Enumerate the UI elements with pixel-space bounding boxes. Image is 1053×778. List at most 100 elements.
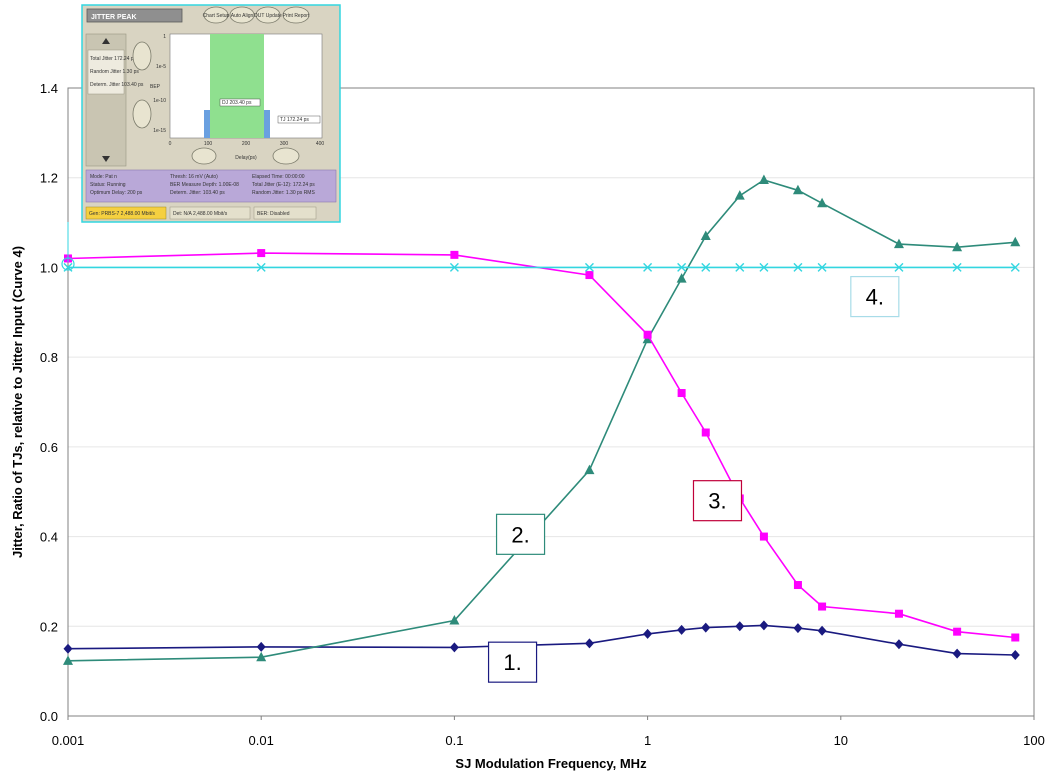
inset-x-tick-400: 400 <box>316 141 325 147</box>
inset-readout-total: Total Jitter 172.24 ps <box>90 56 137 62</box>
gridlines <box>68 177 1034 627</box>
y-axis-title: Jitter, Ratio of TJs, relative to Jitter… <box>10 246 25 558</box>
y-tick-label: 0.0 <box>40 709 58 724</box>
series-4-point <box>1010 262 1020 272</box>
series-1-point <box>793 623 803 634</box>
inset-readout-box <box>87 49 125 95</box>
series-4-point-stroke <box>1010 262 1020 272</box>
inset-readout-determ: Determ. Jitter 103.40 ps <box>90 82 144 88</box>
callout-box <box>850 275 900 318</box>
series-4-point-stroke <box>701 262 711 272</box>
series-4 <box>63 262 1020 272</box>
inset-play-button <box>191 147 217 165</box>
inset-x-tick-0: 0 <box>169 141 172 147</box>
series-2-line <box>67 179 1016 662</box>
inset-tab-ber-label: BER: Disabled <box>257 211 290 217</box>
series-4-point <box>63 262 73 272</box>
inset-title: JITTER PEAK <box>91 14 137 21</box>
series-2 <box>63 174 1021 665</box>
inset-up-arrow-icon <box>102 38 110 44</box>
inset-button-dut-update-label: DUT Update <box>254 13 282 19</box>
series-4-point-stroke <box>584 262 594 272</box>
inset-tab-det-label: Det: N/A 2,488.00 Mbit/s <box>173 211 228 217</box>
inset-button-print-report-label: Print Report <box>283 13 310 19</box>
callout-2: 2. <box>495 513 546 555</box>
inset-status-delay: Optimum Delay: 200 ps <box>90 190 143 196</box>
series-4-point <box>735 262 745 272</box>
series-3-point <box>585 271 594 280</box>
inset-status-panel <box>85 169 337 203</box>
series-4-point-stroke <box>952 262 962 272</box>
inset-tab-ber <box>253 206 317 220</box>
inset-eye-opening <box>210 34 264 138</box>
series-3-point <box>677 389 686 398</box>
inset-tab-det <box>169 206 251 220</box>
inset-buttons: Chart Setup Auto Align DUT Update Print … <box>203 6 310 24</box>
inset-left-edge <box>204 110 210 138</box>
series-4-point-stroke <box>677 262 687 272</box>
inset-y-tick-2: 1e-5 <box>156 64 166 70</box>
series-4-point <box>759 262 769 272</box>
inset-button-dut-update <box>255 6 281 24</box>
inset-button-chart-setup <box>203 6 229 24</box>
inset-status-ber: BER Measure Depth: 1.00E-08 <box>170 182 239 188</box>
y-tick-label: 0.8 <box>40 350 58 365</box>
inset-y-tick-4: 1e-15 <box>153 128 166 134</box>
inset-status-thresh: Thresh: 16 mV (Auto) <box>170 174 218 180</box>
callout-layer: 1. 2. 3. 4. <box>487 275 900 683</box>
series-2-point <box>449 614 460 625</box>
callout-label: 1. <box>503 650 521 675</box>
series-1-point <box>643 628 653 639</box>
series-2-point <box>734 190 745 200</box>
series-3-point <box>1011 633 1020 642</box>
inset-status-determ: Determ. Jitter: 103.40 ps <box>170 190 225 196</box>
series-3-point <box>759 532 768 541</box>
series-1-point <box>63 643 73 654</box>
callout-4: 4. <box>850 275 900 318</box>
x-tick-label: 1 <box>644 733 651 748</box>
inset-title-bar <box>86 8 183 23</box>
inset-status-random: Random Jitter: 1.30 ps RMS <box>252 190 315 196</box>
series-1-point <box>1010 649 1020 660</box>
series-4-point <box>701 262 711 272</box>
series-1-line <box>67 624 1016 656</box>
series-4-point-stroke <box>256 262 266 272</box>
series-2-point <box>758 174 769 184</box>
callout-box <box>487 641 538 683</box>
inset-bep-up-button <box>132 41 152 71</box>
series-2-point <box>817 197 828 208</box>
series-3-point <box>818 602 827 611</box>
series-4-point-stroke <box>449 262 459 272</box>
series-1-point <box>584 638 594 649</box>
series-1-point <box>701 622 711 633</box>
series-1-point <box>894 639 904 650</box>
inset-y-tick-3: 1e-10 <box>153 98 166 104</box>
y-tick-label: 1.4 <box>40 81 58 96</box>
inset-status-elapsed: Elapsed Time: 00:00:00 <box>252 174 305 180</box>
series-4-point <box>449 262 459 272</box>
x-tick-label: 100 <box>1023 733 1045 748</box>
series-4-point-stroke <box>793 262 803 272</box>
series-3-point <box>894 609 903 618</box>
inset-dj-label-box <box>219 98 261 107</box>
series-2-point <box>893 238 904 249</box>
inset-button-chart-setup-label: Chart Setup <box>203 13 230 19</box>
series-4-point <box>256 262 266 272</box>
series-2-point <box>1010 236 1021 247</box>
series-4-point-stroke <box>643 262 653 272</box>
x-tick-label: 0.01 <box>249 733 274 748</box>
callout-3: 3. <box>692 480 743 522</box>
y-tick-label: 1.2 <box>40 171 58 186</box>
series-4-point-stroke <box>735 262 745 272</box>
inset-fast-forward-button <box>272 147 300 165</box>
x-axis-ticks: 0.001 0.01 0.1 1 10 100 <box>52 716 1045 748</box>
series-2-point <box>700 230 711 241</box>
series-3-point <box>793 581 802 590</box>
inset-x-axis-label: Delay(ps) <box>235 155 257 161</box>
callout-box <box>692 480 743 522</box>
inset-button-auto-align <box>229 6 255 24</box>
series-3-point <box>257 249 266 258</box>
inset-status-mode: Mode: Pat n <box>90 174 117 180</box>
series-4-point-stroke <box>759 262 769 272</box>
